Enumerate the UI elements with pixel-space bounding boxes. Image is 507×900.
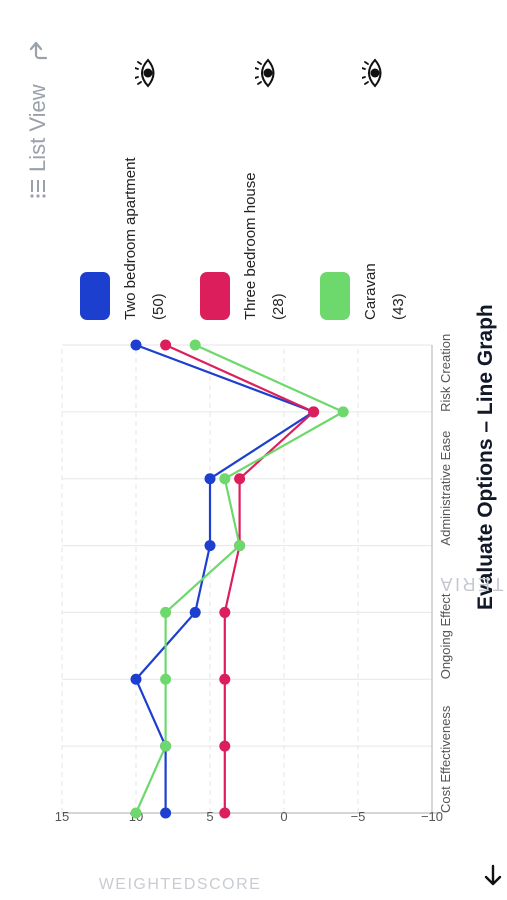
data-point-series-1 [204, 540, 216, 552]
y-axis-label: WEIGHTEDSCORE [99, 876, 262, 893]
x-tick-label: Administrative Ease [438, 431, 453, 546]
toggle-visibility-button-3[interactable] [361, 58, 386, 88]
chart-grid [61, 344, 432, 814]
y-tick-label: −5 [351, 809, 366, 824]
data-point-series-3 [337, 406, 349, 418]
chart-series [130, 339, 349, 819]
eye-icon [134, 58, 155, 88]
data-point-series-1 [189, 606, 201, 618]
toggle-visibility-button-1[interactable] [134, 58, 159, 88]
data-point-series-3 [234, 540, 246, 552]
data-point-series-2 [219, 673, 231, 685]
y-tick-label: −10 [421, 809, 443, 824]
y-tick-label: 5 [206, 809, 213, 824]
x-tick-label: Ongoing Effect [438, 593, 453, 679]
y-tick-label: 0 [280, 809, 287, 824]
eye-icon [361, 58, 382, 88]
series-line-3 [134, 343, 345, 814]
x-axis-label: CRITERIA [438, 574, 507, 594]
x-tick-label: Cost Effectiveness [438, 705, 453, 813]
data-point-series-2 [219, 740, 231, 752]
data-point-series-3 [160, 606, 172, 618]
toggle-visibility-button-2[interactable] [254, 58, 279, 88]
data-point-series-1 [160, 807, 172, 819]
data-point-series-3 [160, 740, 172, 752]
data-point-series-1 [130, 673, 142, 685]
x-tick-label: Risk Creation [438, 334, 453, 412]
list-icon [30, 180, 46, 198]
data-point-series-2 [308, 406, 320, 418]
data-point-series-3 [219, 473, 231, 485]
data-point-series-2 [160, 339, 172, 351]
data-point-series-3 [189, 339, 201, 351]
list-view-button[interactable]: List View [18, 8, 58, 198]
arrow-left-icon [484, 864, 502, 886]
y-tick-label: 15 [55, 809, 69, 824]
data-point-series-2 [234, 473, 246, 485]
series-line-2 [165, 343, 315, 813]
back-button[interactable] [480, 862, 506, 888]
data-point-series-2 [219, 807, 231, 819]
share-arrow-icon[interactable] [26, 38, 50, 62]
data-point-series-1 [130, 339, 142, 351]
data-point-series-1 [204, 473, 216, 485]
data-point-series-3 [130, 807, 142, 819]
eye-icon [254, 58, 275, 88]
data-point-series-3 [160, 673, 172, 685]
data-point-series-2 [219, 606, 231, 618]
